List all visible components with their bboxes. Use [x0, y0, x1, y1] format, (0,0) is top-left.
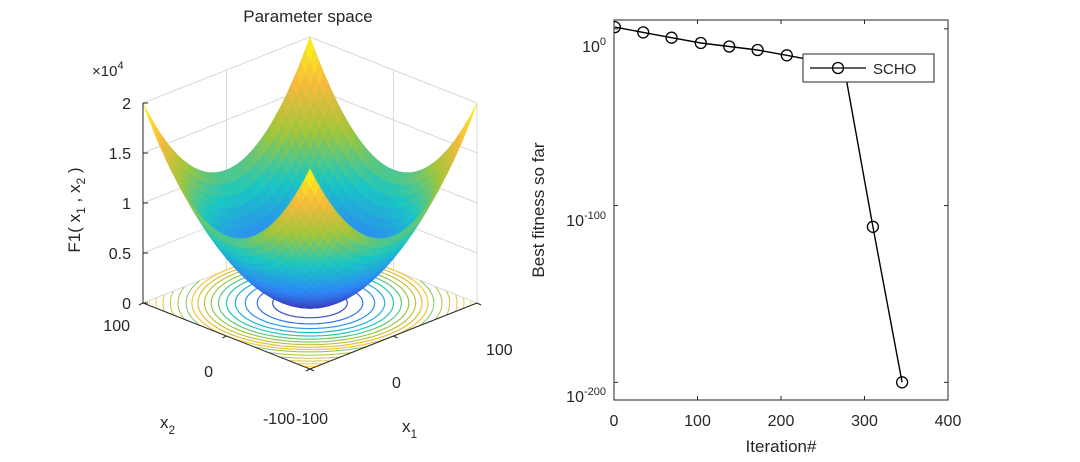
legend: SCHO — [802, 53, 935, 83]
z-tick-label: 0.5 — [109, 246, 131, 263]
y-tick-label: 10-200 — [566, 386, 606, 406]
x2-tick — [393, 335, 398, 339]
contour-line — [185, 280, 200, 326]
series-line — [614, 26, 903, 383]
x2-tick — [309, 368, 315, 372]
surface-patch — [305, 168, 315, 188]
y-tick-label: 100 — [582, 36, 606, 56]
x2-tick-label: 0 — [204, 364, 213, 381]
x1-tick-label: 0 — [392, 375, 401, 392]
surface-mesh — [142, 36, 478, 309]
x1-axis-label: x1 — [402, 417, 418, 441]
contour-line — [162, 295, 165, 311]
contour-line — [290, 360, 330, 362]
convergence-plot: 100 10-100 10-200 0 100 200 300 400 Iter… — [529, 19, 962, 456]
z-tick-label: 2 — [122, 96, 131, 113]
contour-line — [253, 346, 367, 353]
contour-line — [191, 255, 429, 351]
x2-axis-label: x2 — [160, 413, 176, 437]
x-tick-label: 400 — [935, 413, 962, 430]
series-marker — [723, 40, 736, 53]
series-marker — [614, 20, 621, 34]
legend-marker — [831, 61, 845, 75]
z-multiplier: ×104 — [92, 60, 124, 80]
x2-tick-label: -100 — [263, 411, 295, 428]
x-tick-label: 300 — [851, 413, 878, 430]
contour-line — [169, 291, 174, 315]
z-tick-label: 1 — [122, 196, 131, 213]
series-marker — [665, 31, 678, 44]
x1-tick-label: 100 — [486, 342, 513, 359]
z-tick-label: 1.5 — [109, 146, 131, 163]
surface-title: Parameter space — [243, 7, 372, 26]
x1-tick — [138, 302, 144, 306]
contour-line — [455, 295, 458, 311]
contour-line — [177, 286, 185, 320]
x-tick-label: 0 — [610, 413, 619, 430]
y-axis-label: Best fitness so far — [529, 142, 548, 277]
contour-line — [463, 298, 465, 308]
series-marker — [866, 220, 880, 233]
contour-line — [420, 280, 435, 326]
series-marker — [780, 49, 793, 62]
contour-line — [280, 356, 340, 359]
contour-line — [197, 258, 423, 348]
x-tick-label: 100 — [684, 413, 711, 430]
x1-tick — [305, 368, 311, 372]
contour-line — [446, 291, 451, 315]
x2-tick-label: 100 — [103, 318, 130, 335]
series-marker — [694, 36, 707, 50]
series-marker — [895, 376, 909, 389]
contour-line — [435, 286, 443, 320]
x2-tick — [476, 302, 482, 306]
contour-line — [203, 260, 417, 346]
z-axis-label: F1( x1 , x2 ) — [65, 167, 88, 252]
contour-line — [155, 298, 157, 308]
series-marker — [751, 43, 764, 57]
contour-line — [210, 263, 410, 343]
series-marker — [637, 26, 650, 39]
contour-line — [269, 352, 351, 356]
x-axis-label: Iteration# — [746, 437, 817, 456]
legend-label: SCHO — [873, 61, 916, 78]
x1-tick — [222, 335, 227, 339]
surface-plot: Parameter space ×104 — [65, 7, 513, 441]
x-tick-label: 200 — [768, 413, 795, 430]
x1-tick-label: -100 — [296, 411, 328, 428]
axis-ticks — [613, 20, 949, 400]
axis-ticks — [138, 102, 482, 372]
z-tick-label: 0 — [122, 296, 131, 313]
plot-area — [613, 19, 949, 401]
y-tick-label: 10-100 — [566, 210, 606, 230]
